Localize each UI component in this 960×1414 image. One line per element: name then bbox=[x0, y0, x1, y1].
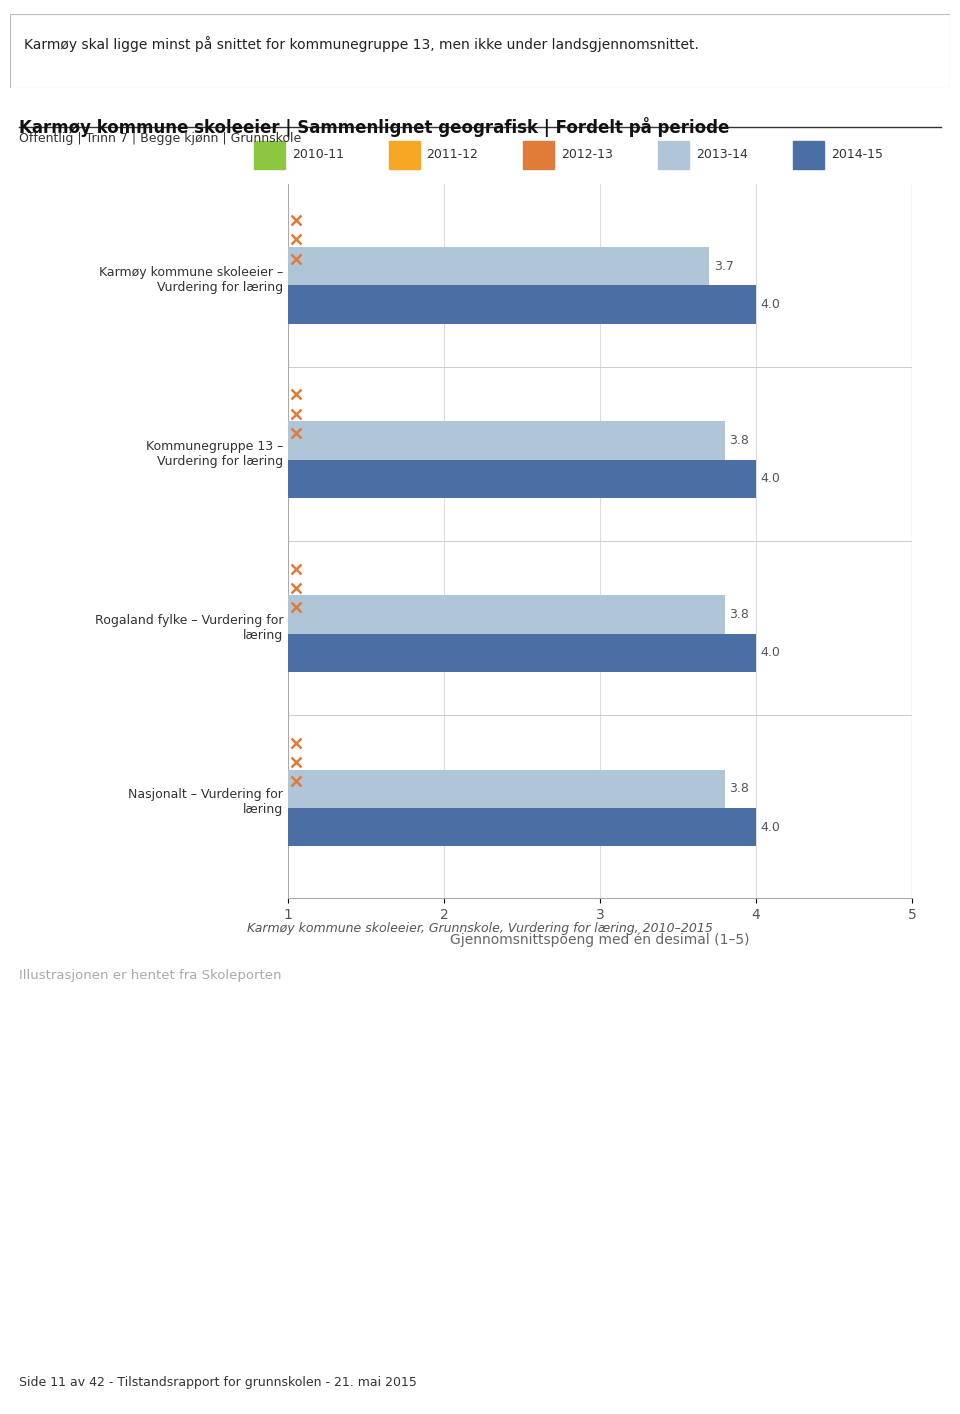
Text: 4.0: 4.0 bbox=[760, 646, 780, 659]
Text: Nasjonalt – Vurdering for
læring: Nasjonalt – Vurdering for læring bbox=[129, 788, 283, 816]
X-axis label: Gjennomsnittspoeng med én desimal (1–5): Gjennomsnittspoeng med én desimal (1–5) bbox=[450, 933, 750, 947]
Text: Karmøy kommune skoleeier –
Vurdering for læring: Karmøy kommune skoleeier – Vurdering for… bbox=[99, 266, 283, 294]
Text: Karmøy skal ligge minst på snittet for kommunegruppe 13, men ikke under landsgje: Karmøy skal ligge minst på snittet for k… bbox=[24, 37, 699, 52]
Text: 4.0: 4.0 bbox=[760, 472, 780, 485]
Text: Karmøy kommune skoleeier | Sammenlignet geografisk | Fordelt på periode: Karmøy kommune skoleeier | Sammenlignet … bbox=[19, 117, 730, 137]
Bar bbox=[132, 769, 725, 807]
Text: 2012-13: 2012-13 bbox=[562, 148, 613, 161]
Text: Side 11 av 42 - Tilstandsrapport for grunnskolen - 21. mai 2015: Side 11 av 42 - Tilstandsrapport for gru… bbox=[19, 1376, 417, 1389]
Bar bbox=[253, 140, 285, 168]
Bar bbox=[132, 247, 709, 286]
Text: 2010-11: 2010-11 bbox=[292, 148, 344, 161]
Bar bbox=[659, 140, 689, 168]
Text: 2014-15: 2014-15 bbox=[831, 148, 883, 161]
Bar bbox=[389, 140, 420, 168]
Bar bbox=[132, 286, 756, 324]
Text: Offentlig | Trinn 7 | Begge kjønn | Grunnskole: Offentlig | Trinn 7 | Begge kjønn | Grun… bbox=[19, 132, 301, 144]
Bar bbox=[793, 140, 824, 168]
Text: Rogaland fylke – Vurdering for
læring: Rogaland fylke – Vurdering for læring bbox=[95, 614, 283, 642]
Bar bbox=[132, 595, 725, 633]
Text: 2013-14: 2013-14 bbox=[696, 148, 748, 161]
Text: Kommunegruppe 13 –
Vurdering for læring: Kommunegruppe 13 – Vurdering for læring bbox=[146, 440, 283, 468]
Text: Illustrasjonen er hentet fra Skoleporten: Illustrasjonen er hentet fra Skoleporten bbox=[19, 969, 281, 981]
Text: 2011-12: 2011-12 bbox=[426, 148, 478, 161]
Bar bbox=[132, 421, 725, 460]
Bar bbox=[523, 140, 555, 168]
Text: 3.7: 3.7 bbox=[714, 260, 733, 273]
Text: 3.8: 3.8 bbox=[730, 608, 750, 621]
Text: Karmøy kommune skoleeier, Grunnskole, Vurdering for læring, 2010–2015: Karmøy kommune skoleeier, Grunnskole, Vu… bbox=[247, 922, 713, 935]
Text: 4.0: 4.0 bbox=[760, 298, 780, 311]
Bar bbox=[132, 633, 756, 672]
Text: 3.8: 3.8 bbox=[730, 782, 750, 795]
Bar bbox=[132, 807, 756, 846]
Text: 4.0: 4.0 bbox=[760, 820, 780, 833]
Text: 3.8: 3.8 bbox=[730, 434, 750, 447]
Bar bbox=[132, 460, 756, 498]
